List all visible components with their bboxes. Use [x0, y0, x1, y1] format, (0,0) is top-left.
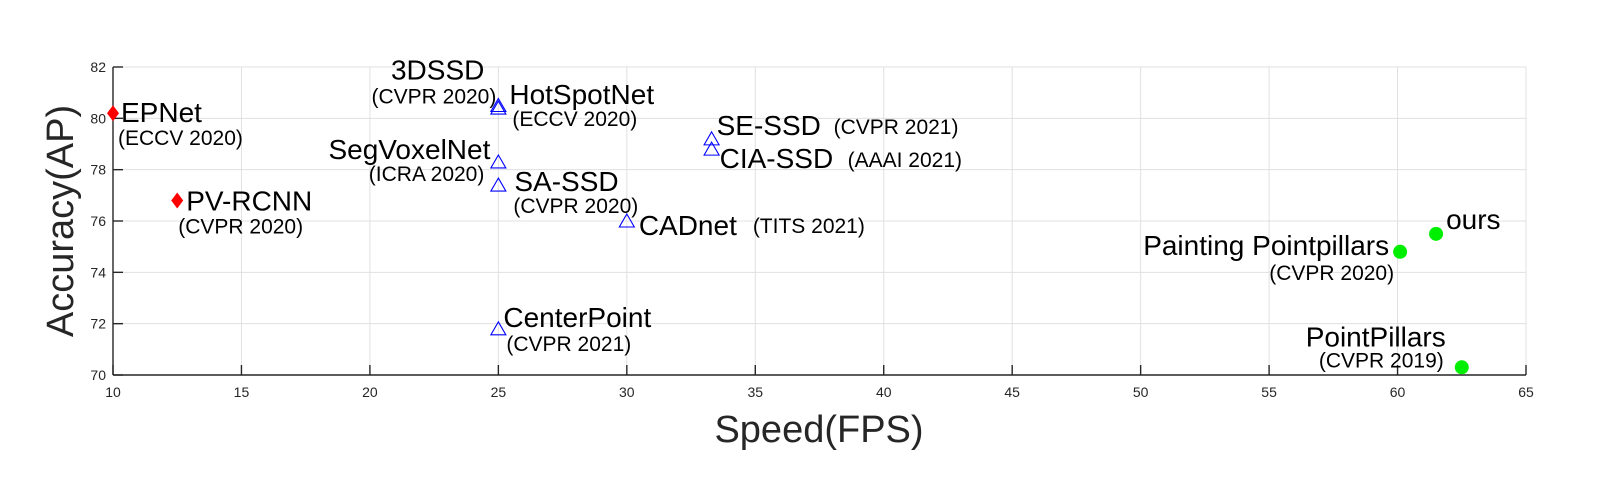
point-name-label: PointPillars [1306, 321, 1446, 352]
point-name-label: SA-SSD [514, 166, 618, 197]
x-tick-label: 50 [1133, 384, 1149, 400]
point-venue-label: (CVPR 2020) [178, 215, 303, 238]
triangle-marker [489, 97, 507, 113]
data-point: SA-SSD(CVPR 2020) [489, 166, 638, 218]
data-point: CADnet (TITS 2021) [618, 210, 865, 241]
x-tick-label: 65 [1518, 384, 1534, 400]
point-name-label: CIA-SSD [720, 143, 834, 174]
point-venue-label: (ECCV 2020) [118, 127, 243, 150]
data-point: PointPillars(CVPR 2019) [1306, 321, 1469, 375]
x-tick-label: 40 [876, 384, 892, 400]
data-point: 3DSSD(CVPR 2020) [371, 55, 507, 113]
point-name-label: Painting Pointpillars [1143, 230, 1389, 261]
diamond-marker [171, 192, 184, 209]
data-point: CIA-SSD (AAAI 2021) [703, 141, 962, 174]
x-tick-label: 45 [1004, 384, 1020, 400]
triangle-marker [618, 212, 636, 228]
y-tick-label: 82 [90, 59, 106, 75]
y-tick-label: 76 [90, 213, 106, 229]
x-tick-label: 15 [234, 384, 250, 400]
triangle-marker [703, 141, 721, 156]
data-point: CenterPoint(CVPR 2021) [489, 302, 651, 356]
point-venue-label: (CVPR 2021) [834, 116, 959, 139]
y-tick-label: 78 [90, 162, 106, 178]
point-name-label: 3DSSD [391, 55, 484, 86]
point-venue-label: (CVPR 2020) [371, 86, 496, 109]
diamond-marker [107, 105, 119, 122]
x-tick-label: 10 [105, 384, 121, 400]
data-point: SegVoxelNet(ICRA 2020) [328, 134, 507, 186]
point-venue-label: (CVPR 2020) [513, 195, 638, 218]
data-point: HotSpotNet(ECCV 2020) [489, 79, 654, 131]
point-name-label: CenterPoint [503, 302, 651, 333]
point-name-label: ours [1446, 204, 1500, 235]
x-tick-label: 20 [362, 384, 378, 400]
data-point: Painting Pointpillars(CVPR 2020) [1143, 230, 1408, 285]
x-tick-label: 55 [1261, 384, 1277, 400]
data-point: ours [1429, 204, 1501, 241]
y-tick-label: 70 [90, 367, 106, 383]
y-ticks: 70 72 74 76 78 80 82 [90, 59, 123, 383]
point-venue-label: (ICRA 2020) [369, 163, 485, 186]
triangle-marker [489, 320, 507, 336]
grid [112, 66, 1527, 376]
point-venue-label: (ECCV 2020) [512, 108, 637, 131]
x-axis-title: Speed(FPS) [714, 409, 923, 451]
point-name-label: CADnet [639, 210, 737, 241]
data-points: EPNet(ECCV 2020)PV-RCNN(CVPR 2020)3DSSD(… [107, 55, 1501, 375]
triangle-marker [489, 153, 507, 169]
data-point: SE-SSD (CVPR 2021) [703, 110, 959, 146]
x-tick-label: 35 [747, 384, 763, 400]
circle-marker [1429, 226, 1444, 241]
triangle-marker [489, 99, 507, 115]
point-name-label: SegVoxelNet [328, 134, 490, 165]
point-name-label: HotSpotNet [509, 79, 654, 110]
y-tick-label: 72 [90, 316, 106, 332]
data-point: PV-RCNN(CVPR 2020) [171, 185, 312, 238]
circle-marker [1393, 244, 1408, 259]
x-tick-label: 25 [491, 384, 507, 400]
point-venue-label: (CVPR 2021) [506, 333, 631, 356]
x-tick-label: 30 [619, 384, 635, 400]
point-venue-label: (AAAI 2021) [848, 149, 962, 172]
point-venue-label: (TITS 2021) [753, 215, 865, 238]
point-name-label: EPNet [121, 97, 202, 128]
point-name-label: SE-SSD [717, 110, 821, 141]
triangle-marker [489, 176, 507, 192]
y-tick-label: 74 [90, 264, 106, 280]
data-point: EPNet(ECCV 2020) [107, 97, 243, 150]
point-name-label: PV-RCNN [186, 185, 312, 216]
x-ticks: 10 15 20 25 30 35 40 45 50 55 60 65 [105, 365, 1534, 400]
triangle-marker [703, 130, 721, 146]
y-tick-label: 80 [90, 110, 106, 126]
point-venue-label: (CVPR 2020) [1269, 262, 1394, 285]
y-axis-title: Accuracy(AP) [40, 105, 82, 337]
x-tick-label: 60 [1390, 384, 1406, 400]
point-venue-label: (CVPR 2019) [1319, 349, 1444, 372]
circle-marker [1454, 360, 1469, 375]
